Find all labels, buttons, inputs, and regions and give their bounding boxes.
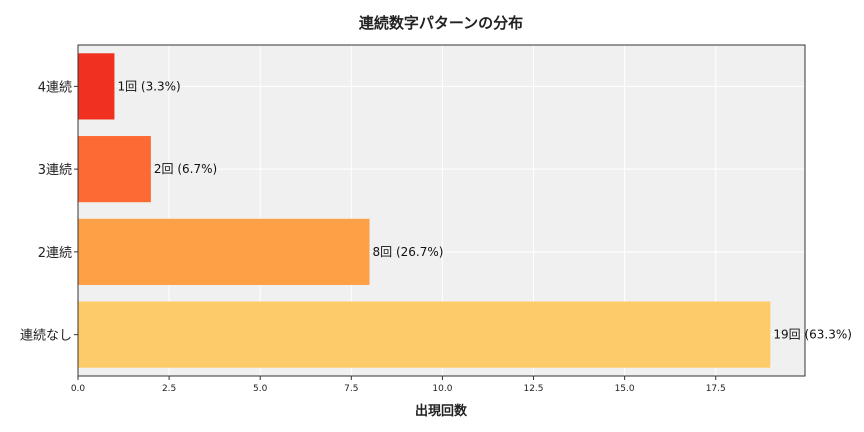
x-tick-label-3: 7.5 xyxy=(344,384,358,394)
y-tick-label-0: 連続なし xyxy=(20,329,72,344)
data-labels: 19回 (63.3%) 8回 (26.7%) 2回 (6.7%) 1回 (3.3%) xyxy=(117,79,852,341)
x-tick-label-1: 2.5 xyxy=(162,384,176,394)
data-label-0: 19回 (63.3%) xyxy=(773,328,852,342)
bars xyxy=(78,53,771,368)
x-tick-label-5: 12.5 xyxy=(523,384,543,394)
x-axis-ticks: 0.0 2.5 5.0 7.5 10.0 12.5 15.0 17.5 xyxy=(71,376,726,394)
y-tick-label-3: 4連続 xyxy=(38,80,72,95)
x-tick-label-2: 5.0 xyxy=(253,384,268,394)
y-tick-label-2: 3連続 xyxy=(38,163,72,178)
x-tick-label-0: 0.0 xyxy=(71,384,86,394)
bar-1 xyxy=(78,218,370,285)
bar-2 xyxy=(78,136,151,203)
y-tick-label-1: 2連続 xyxy=(38,246,72,261)
data-label-1: 8回 (26.7%) xyxy=(373,245,444,259)
y-axis-ticks: 連続なし 2連続 3連続 4連続 xyxy=(20,80,78,344)
bar-0 xyxy=(78,301,771,368)
chart-title: 連続数字パターンの分布 xyxy=(359,14,523,32)
x-tick-label-4: 10.0 xyxy=(432,384,452,394)
plot-border xyxy=(77,44,806,377)
data-label-3: 1回 (3.3%) xyxy=(117,79,180,93)
bar-3 xyxy=(78,53,115,120)
data-label-2: 2回 (6.7%) xyxy=(154,162,217,176)
x-tick-label-7: 17.5 xyxy=(706,384,726,394)
x-axis-label: 出現回数 xyxy=(415,403,468,419)
x-tick-label-6: 15.0 xyxy=(615,384,635,394)
axes xyxy=(77,44,806,377)
